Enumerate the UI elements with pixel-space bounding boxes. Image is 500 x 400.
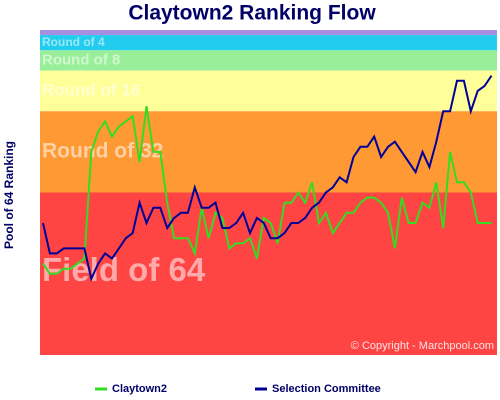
chart-title: Claytown2 Ranking Flow	[128, 2, 376, 25]
series-line	[42, 75, 493, 282]
band	[40, 111, 497, 193]
annotation: © Copyright - Marchpool.com	[351, 340, 494, 352]
band-label: Round of 16	[42, 80, 140, 99]
band	[40, 70, 497, 112]
band	[40, 192, 497, 355]
band-label: Round of 4	[42, 35, 105, 49]
y-axis-label: Pool of 64 Ranking	[2, 141, 16, 249]
legend-label: Selection Committee	[272, 383, 381, 395]
series-line	[42, 106, 492, 275]
band-label: Round of 8	[42, 51, 120, 68]
band	[40, 50, 497, 71]
band-label: Round of 32	[42, 139, 163, 162]
band-label: Field of 64	[42, 251, 206, 288]
legend-label: Claytown2	[112, 383, 167, 395]
band	[40, 30, 497, 36]
band	[40, 35, 497, 51]
